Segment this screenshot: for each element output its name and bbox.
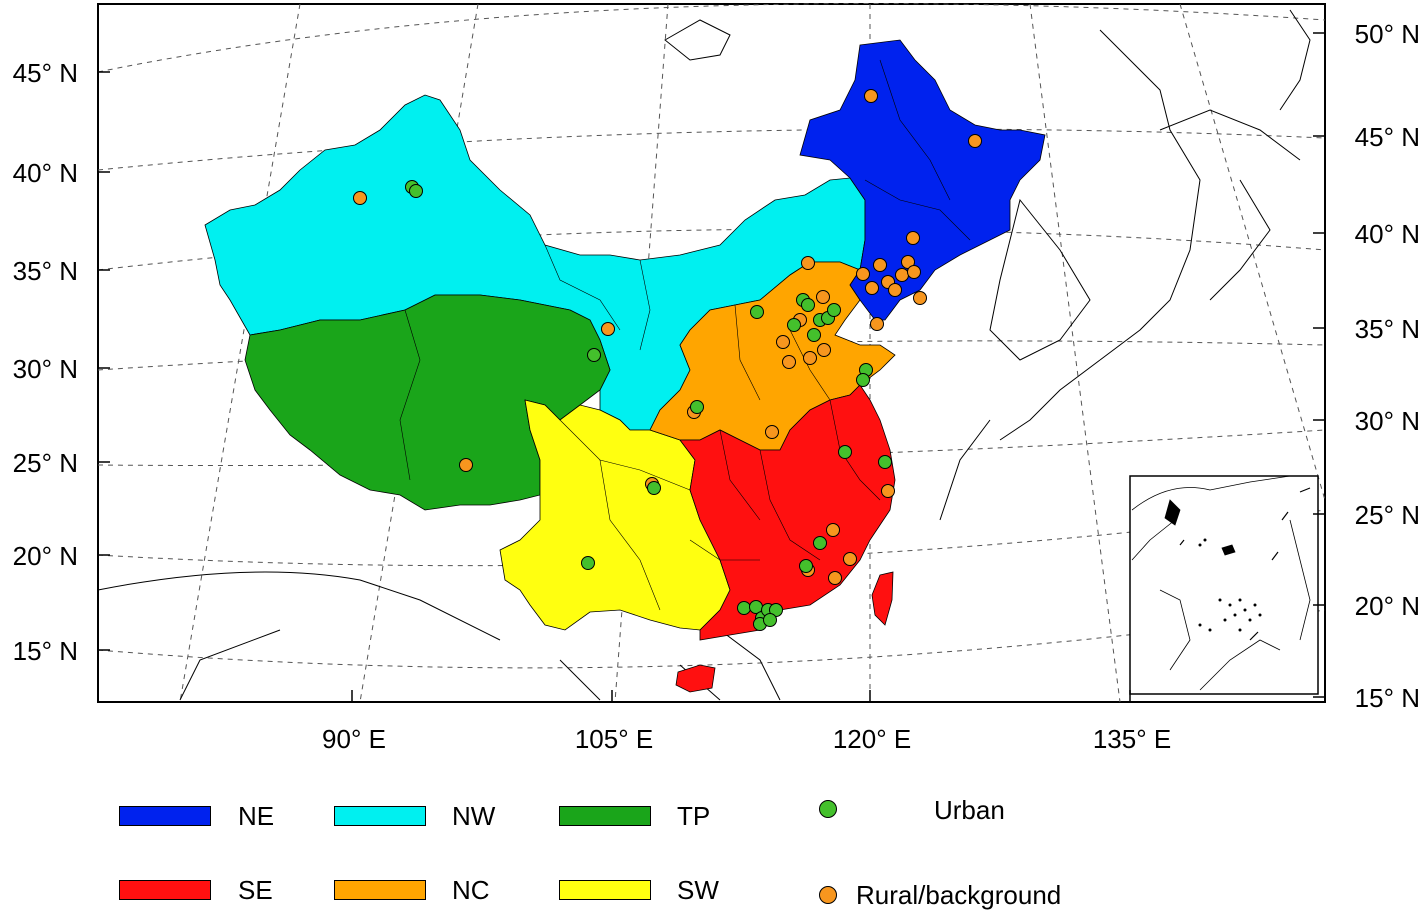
site-rural [817,343,831,357]
site-rural [776,335,790,349]
lon-label: 135° E [1093,724,1171,754]
lon-label: 105° E [575,724,653,754]
site-urban [763,613,777,627]
site-rural [601,322,615,336]
site-rural [907,265,921,279]
site-rural [826,523,840,537]
legend-marker-urban [819,800,837,818]
site-urban [838,445,852,459]
legend-label-sw: SW [677,875,719,905]
lat-label-left: 25° N [13,448,78,478]
site-rural [843,552,857,566]
lat-label-left: 45° N [13,58,78,88]
site-rural [856,267,870,281]
lat-label-right: 50° N [1355,19,1420,49]
site-urban [690,400,704,414]
coastlines [97,9,1311,701]
site-rural [816,290,830,304]
site-urban [827,303,841,317]
site-rural [353,191,367,205]
site-urban [801,298,815,312]
site-rural [968,134,982,148]
lat-label-right: 15° N [1355,683,1420,713]
site-urban [813,536,827,550]
lat-label-right: 40° N [1355,219,1420,249]
lat-label-right: 30° N [1355,406,1420,436]
province-borders [399,59,971,611]
site-rural [913,291,927,305]
right-lat-labels: 50° N 45° N 40° N 35° N 30° N 25° N 20° … [1355,19,1420,713]
sites-rural [353,89,982,585]
lat-label-left: 30° N [13,354,78,384]
site-urban [737,601,751,615]
legend-swatch-nc [334,880,426,900]
legend-label-se: SE [238,875,273,905]
site-rural [459,458,473,472]
region-sw [499,399,731,631]
legend-swatch-tp [559,806,651,826]
site-rural [870,317,884,331]
site-urban [587,348,601,362]
site-rural [828,571,842,585]
region-se-hainan [675,664,716,693]
lat-label-left: 40° N [13,158,78,188]
site-urban [647,481,661,495]
legend-swatch-sw [559,880,651,900]
lat-label-left: 35° N [13,256,78,286]
lat-label-right: 20° N [1355,591,1420,621]
site-rural [906,231,920,245]
region-ne [799,39,1046,321]
site-urban [581,556,595,570]
legend-label-urban: Urban [934,795,1005,825]
site-urban [799,559,813,573]
site-urban [807,328,821,342]
legend: NE NW TP Urban SE NC SW Rural/background [0,770,1422,915]
lat-label-right: 45° N [1355,122,1420,152]
legend-swatch-ne [119,806,211,826]
lat-label-left: 20° N [13,541,78,571]
legend-label-rural: Rural/background [856,880,1062,910]
left-lat-labels: 45° N 40° N 35° N 30° N 25° N 20° N 15° … [13,58,78,666]
ticks [98,32,1325,702]
legend-label-nc: NC [452,875,490,905]
site-rural [888,283,902,297]
lon-label: 120° E [833,724,911,754]
lon-labels: 90° E 105° E 120° E 135° E [322,724,1171,754]
site-rural [864,89,878,103]
lat-label-left: 15° N [13,636,78,666]
site-urban [750,305,764,319]
legend-swatch-se [119,880,211,900]
site-rural [801,256,815,270]
site-urban [878,455,892,469]
site-urban [409,184,423,198]
site-rural [803,351,817,365]
sites-urban [405,180,892,631]
legend-label-nw: NW [452,801,496,831]
legend-marker-rural [819,886,837,904]
site-rural [782,355,796,369]
inset-map [1129,475,1319,695]
lon-label: 90° E [322,724,386,754]
site-rural [873,258,887,272]
lat-label-right: 25° N [1355,500,1420,530]
site-urban [787,318,801,332]
site-rural [895,268,909,282]
site-rural [881,484,895,498]
lat-label-right: 35° N [1355,314,1420,344]
legend-label-ne: NE [238,801,275,831]
legend-label-tp: TP [677,801,711,831]
site-rural [865,281,879,295]
legend-swatch-nw [334,806,426,826]
site-rural [765,425,779,439]
site-urban [856,373,870,387]
region-se-taiwan [871,571,894,626]
